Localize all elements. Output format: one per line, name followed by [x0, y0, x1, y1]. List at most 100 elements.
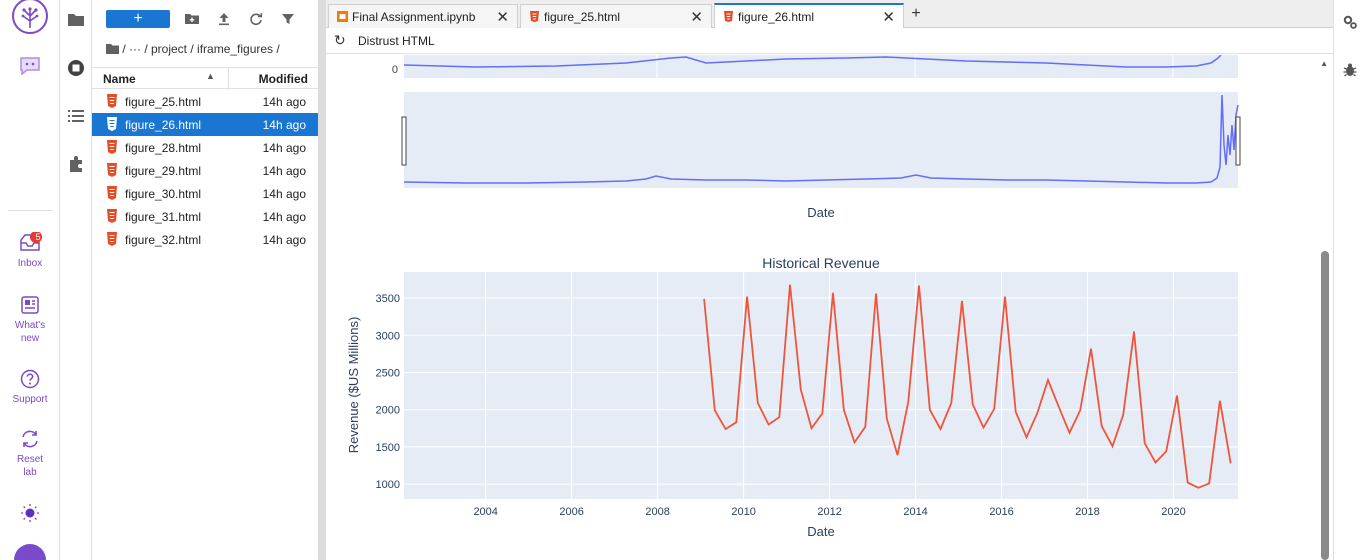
inbox-icon: [20, 231, 42, 251]
file-name: figure_25.html: [125, 95, 202, 109]
refresh-icon[interactable]: ↻: [334, 32, 346, 48]
x-tick-label: 2010: [731, 506, 755, 518]
file-modified: 14h ago: [262, 187, 306, 201]
refresh-icon[interactable]: [248, 11, 264, 27]
file-row[interactable]: figure_26.html 14h ago: [92, 113, 318, 136]
support-button[interactable]: Support: [0, 368, 60, 406]
home-folder-icon[interactable]: [106, 43, 119, 54]
debugger-bug-icon[interactable]: [1342, 62, 1358, 78]
tree-logo-icon: [12, 0, 48, 34]
rail-divider: [8, 210, 52, 211]
file-row[interactable]: figure_30.html 14h ago: [92, 182, 318, 205]
sidebar-icon-strip: [60, 0, 92, 560]
panel-splitter[interactable]: [318, 0, 326, 560]
sort-ascending-icon: ▲: [206, 71, 215, 81]
newspaper-icon: [21, 296, 39, 314]
rangeslider-background[interactable]: [404, 92, 1238, 188]
rangeslider-right-handle[interactable]: [1235, 116, 1241, 166]
y-tick-label: 1500: [376, 442, 400, 454]
running-kernels-icon[interactable]: [66, 58, 86, 78]
file-modified: 14h ago: [262, 233, 306, 247]
column-resize-handle[interactable]: [228, 68, 229, 90]
help-circle-icon: [20, 369, 40, 389]
file-modified: 14h ago: [262, 118, 306, 132]
html-viewer-toolbar: ↻ Distrust HTML: [326, 28, 1333, 54]
tab-figure-26[interactable]: figure_26.html ✕: [714, 3, 904, 28]
revenue-gridlines: [404, 272, 1238, 499]
html5-icon: [107, 232, 117, 246]
filter-icon[interactable]: [280, 11, 296, 27]
file-name: figure_29.html: [125, 164, 202, 178]
vertical-scrollbar[interactable]: ▲: [1319, 55, 1331, 560]
user-avatar[interactable]: [0, 542, 60, 560]
x-tick-label: 2004: [473, 506, 497, 518]
html5-icon: [724, 11, 733, 22]
breadcrumb-path[interactable]: / ··· / project / iframe_figures /: [122, 42, 280, 56]
file-name: figure_32.html: [125, 233, 202, 247]
extension-puzzle-icon[interactable]: [66, 154, 86, 174]
close-icon[interactable]: ✕: [690, 9, 703, 26]
x-tick-label: 2006: [559, 506, 583, 518]
user-avatar-icon: [14, 544, 46, 560]
revenue-plot-area: [404, 272, 1238, 499]
x-tick-label: 2016: [989, 506, 1013, 518]
breadcrumb[interactable]: / ··· / project / iframe_figures /: [106, 42, 280, 56]
notebook-icon: [337, 11, 348, 22]
modified-column-header[interactable]: Modified: [258, 72, 308, 86]
jupyter-logo[interactable]: [0, 0, 60, 40]
file-row[interactable]: figure_25.html 14h ago: [92, 90, 318, 113]
file-browser-toolbar: +: [92, 8, 318, 30]
table-of-contents-icon[interactable]: [66, 106, 86, 126]
inbox-button[interactable]: 5 Inbox: [0, 231, 60, 270]
close-icon[interactable]: ✕: [496, 9, 509, 26]
price-series-line: [403, 55, 1222, 68]
file-name: figure_30.html: [125, 187, 202, 201]
y-tick-label: 2000: [376, 405, 400, 417]
name-column-header[interactable]: Name: [103, 72, 136, 86]
chat-assistant-button[interactable]: [0, 55, 60, 80]
scrollbar-thumb[interactable]: [1321, 251, 1329, 560]
file-row[interactable]: figure_29.html 14h ago: [92, 159, 318, 182]
file-row[interactable]: figure_28.html 14h ago: [92, 136, 318, 159]
chat-bubble-icon: [20, 57, 40, 76]
rangeslider-left-handle[interactable]: [401, 116, 407, 166]
html5-icon: [107, 163, 117, 177]
html5-icon: [530, 11, 539, 22]
file-row[interactable]: figure_32.html 14h ago: [92, 228, 318, 251]
file-modified: 14h ago: [262, 164, 306, 178]
scroll-up-arrow-icon[interactable]: ▲: [1320, 59, 1328, 68]
new-folder-icon[interactable]: [184, 11, 200, 27]
folder-icon[interactable]: [66, 10, 86, 30]
refresh-cycle-icon: [22, 430, 38, 448]
tab-final-assignment[interactable]: Final Assignment.ipynb ✕: [328, 4, 518, 28]
html5-icon: [107, 140, 117, 154]
x-tick-label: 2012: [817, 506, 841, 518]
revenue-series-line: [703, 284, 1232, 489]
x-tick-label: 2008: [645, 506, 669, 518]
revenue-y-ticks: 1000 1500 2000 2500 3000 3500: [376, 293, 400, 491]
tab-figure-25[interactable]: figure_25.html ✕: [520, 4, 712, 28]
new-launcher-button[interactable]: +: [106, 10, 170, 28]
revenue-x-ticks: 2004 2006 2008 2010 2012 2014 2016 2018 2020: [473, 506, 1185, 518]
add-tab-button[interactable]: +: [911, 5, 921, 22]
tab-label: figure_25.html: [544, 10, 621, 24]
y-tick-label: 1000: [376, 479, 400, 491]
html-viewer-content[interactable]: 0 Date Historical Revenue 1000 1500 2000 25…: [326, 55, 1333, 560]
theme-toggle-button[interactable]: [0, 502, 60, 527]
plotly-figure[interactable]: 0 Date Historical Revenue 1000 1500 2000 25…: [326, 55, 1319, 560]
property-inspector-gears-icon[interactable]: [1342, 14, 1358, 30]
file-row[interactable]: figure_31.html 14h ago: [92, 205, 318, 228]
distrust-html-button[interactable]: Distrust HTML: [358, 34, 435, 48]
revenue-chart-title: Historical Revenue: [762, 255, 880, 271]
close-icon[interactable]: ✕: [882, 9, 895, 26]
inbox-label: Inbox: [17, 258, 43, 269]
whats-new-button[interactable]: What's new: [0, 294, 60, 345]
file-name: figure_31.html: [125, 210, 202, 224]
price-chart-plot-area: [404, 55, 1238, 78]
file-modified: 14h ago: [262, 210, 306, 224]
left-activity-bar: 5 Inbox What's new Support: [0, 0, 60, 560]
upload-icon[interactable]: [216, 11, 232, 27]
tab-label: figure_26.html: [738, 10, 815, 24]
reset-lab-button[interactable]: Reset lab: [0, 428, 60, 479]
